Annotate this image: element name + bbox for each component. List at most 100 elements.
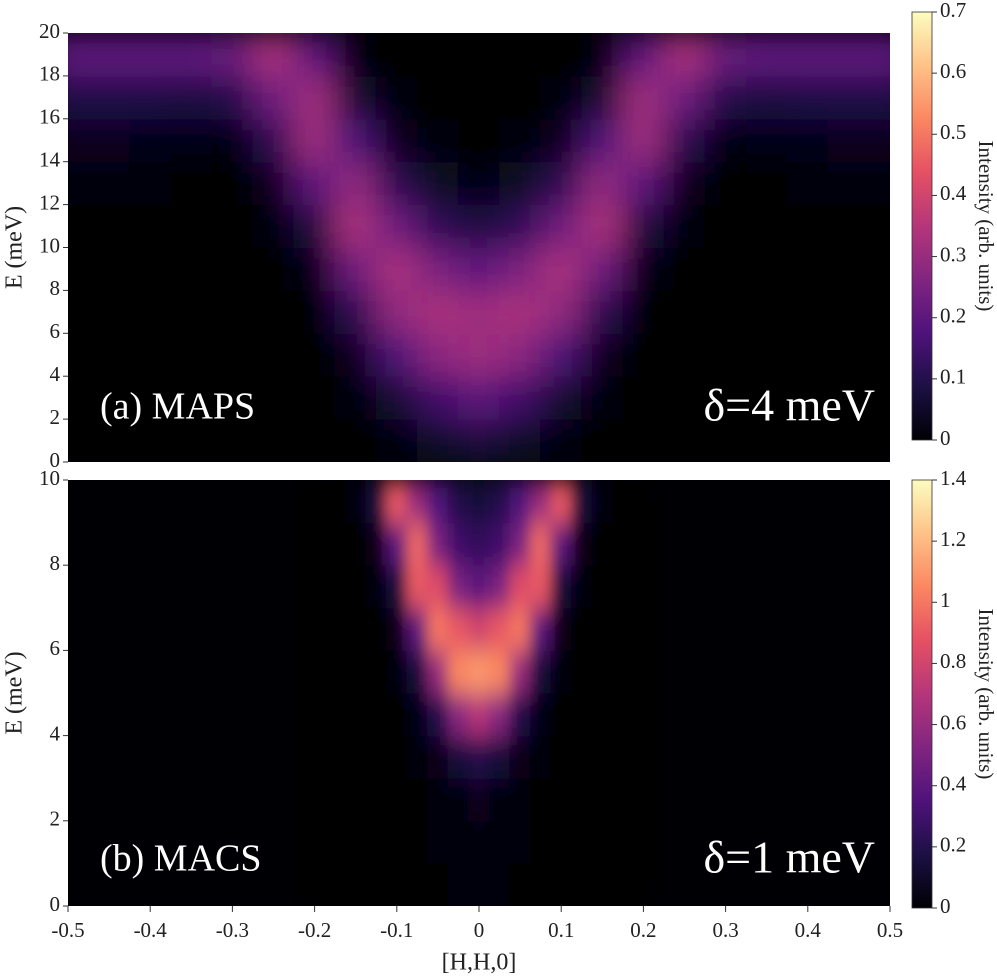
heatmap-cell <box>303 649 326 694</box>
x-tick-label: 0.3 <box>712 918 738 942</box>
heatmap-cell <box>427 607 449 651</box>
heatmap-cell <box>632 862 655 906</box>
heatmap-cell <box>591 735 614 779</box>
heatmap-cell <box>457 118 501 163</box>
heatmap-cell <box>550 607 572 651</box>
heatmap-cell <box>581 247 624 291</box>
heatmap-cell <box>386 564 408 609</box>
heatmap-cell <box>468 735 490 779</box>
heatmap-cell <box>550 564 572 609</box>
heatmap-cell <box>170 204 213 248</box>
heatmap-cell <box>509 820 531 864</box>
heatmap-clip <box>303 480 655 906</box>
heatmap-cell <box>252 418 295 462</box>
heatmap-cell <box>499 332 542 377</box>
heatmap-cell <box>581 418 624 462</box>
x-tick-label: -0.2 <box>298 918 331 942</box>
heatmap-cell <box>581 375 624 420</box>
heatmap-cell <box>303 735 326 779</box>
resolution-label: δ=4 meV <box>703 380 875 431</box>
heatmap-cell <box>786 375 829 420</box>
heatmap-cell <box>170 332 213 377</box>
heatmap-cell <box>457 247 501 291</box>
resolution-label: δ=1 meV <box>703 832 875 883</box>
heatmap-cell <box>88 418 131 462</box>
heatmap-cell <box>868 289 890 334</box>
heatmap-cell <box>406 649 429 694</box>
heatmap-cell <box>68 75 90 120</box>
heatmap-cell <box>386 735 408 779</box>
heatmap-cell <box>704 418 747 462</box>
x-tick-label: 0.2 <box>630 918 656 942</box>
heatmap-cell <box>591 522 614 566</box>
heatmap-cell <box>344 862 367 906</box>
heatmap-cell <box>827 75 870 120</box>
heatmap-cell <box>827 418 870 462</box>
heatmap-cell <box>540 332 583 377</box>
heatmap-cell <box>386 607 408 651</box>
colorbar-tick-label: 0 <box>940 426 951 450</box>
heatmap-cell <box>170 33 213 77</box>
heatmap-cell <box>622 289 665 334</box>
heatmap-cell <box>827 247 870 291</box>
heatmap-cell <box>427 564 449 609</box>
heatmap-cell <box>293 332 336 377</box>
heatmap-cell <box>447 480 470 524</box>
heatmap-cell <box>499 375 542 420</box>
y-tick-label: 10 <box>39 233 60 257</box>
heatmap-cell <box>375 204 418 248</box>
heatmap-cell <box>622 118 665 163</box>
heatmap-cell <box>129 118 172 163</box>
heatmap-cell <box>457 332 501 377</box>
heatmap-cell <box>632 480 655 524</box>
heatmap-cell <box>293 289 336 334</box>
heatmap-cell <box>663 33 706 77</box>
heatmap-cell <box>550 735 572 779</box>
heatmap-cell <box>252 332 295 377</box>
heatmap-cell <box>509 607 531 651</box>
heatmap-cell <box>570 480 593 524</box>
y-tick-label: 6 <box>50 319 61 343</box>
heatmap-cell <box>324 735 346 779</box>
heatmap-cell <box>447 564 470 609</box>
heatmap-cell <box>827 375 870 420</box>
heatmap-cell <box>416 289 459 334</box>
heatmap-cell <box>324 522 346 566</box>
heatmap-cell <box>252 289 295 334</box>
heatmap-cell <box>540 118 583 163</box>
x-tick-label: 0.4 <box>795 918 822 942</box>
heatmap-cell <box>663 161 706 206</box>
heatmap-cell <box>375 75 418 120</box>
heatmap-cell <box>581 33 624 77</box>
colorbar-title: Intensity (arb. units) <box>974 141 997 312</box>
heatmap-cell <box>540 289 583 334</box>
heatmap-cell <box>365 607 388 651</box>
colorbar-tick-label: 0.4 <box>940 772 967 796</box>
heatmap-cell <box>427 480 449 524</box>
heatmap-cell <box>365 480 388 524</box>
heatmap-cell <box>386 777 408 822</box>
heatmap-cell <box>570 607 593 651</box>
colorbar-tick-label: 1 <box>940 588 951 612</box>
heatmap-cell <box>612 522 634 566</box>
heatmap-cell <box>416 418 459 462</box>
heatmap-cell <box>427 735 449 779</box>
heatmap-cell <box>529 692 552 737</box>
heatmap-cell <box>211 75 254 120</box>
heatmap-cell <box>612 649 634 694</box>
heatmap-cell <box>303 692 326 737</box>
heatmap-cell <box>622 204 665 248</box>
colorbar-tick-label: 1.4 <box>940 466 967 490</box>
heatmap-cell <box>129 75 172 120</box>
heatmap-cell <box>868 247 890 291</box>
heatmap-cell <box>581 332 624 377</box>
heatmap-cell <box>344 607 367 651</box>
heatmap-cell <box>365 649 388 694</box>
heatmap-cell <box>375 118 418 163</box>
heatmap-cell <box>447 649 470 694</box>
heatmap-cell <box>581 75 624 120</box>
heatmap-cell <box>663 289 706 334</box>
heatmap-cell <box>129 204 172 248</box>
heatmap-cell <box>827 33 870 77</box>
heatmap-cell <box>632 777 655 822</box>
